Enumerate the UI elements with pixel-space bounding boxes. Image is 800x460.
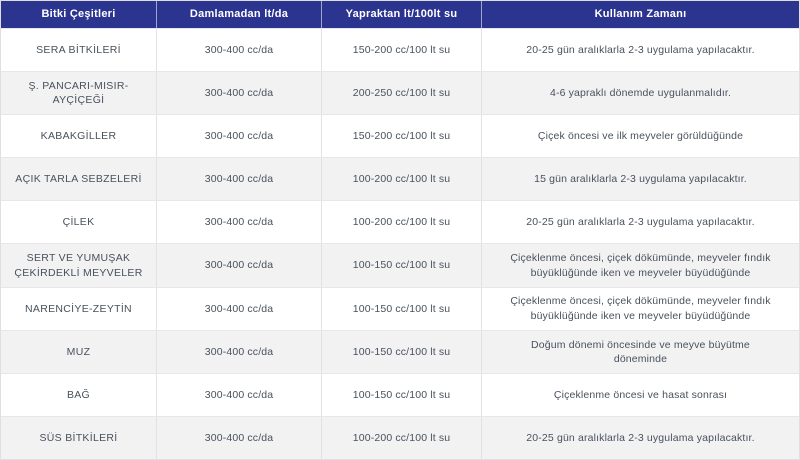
table-row-sugarbeet-corn-sunflower: Ş. PANCARI-MISIR- AYÇİÇEĞİ 300-400 cc/da… — [1, 71, 799, 115]
table-row-greenhouse-plants: SERA BİTKİLERİ 300-400 cc/da 150-200 cc/… — [1, 28, 799, 72]
plant-name: SÜS BİTKİLERİ — [1, 416, 157, 459]
plant-name: SERA BİTKİLERİ — [1, 29, 157, 72]
drip-rate-value: 300-400 cc/da — [157, 158, 322, 201]
column-header-drip-rate: Damlamadan lt/da — [157, 1, 322, 28]
plant-name: BAĞ — [1, 373, 157, 416]
foliar-rate-value: 200-250 cc/100 lt su — [322, 72, 482, 115]
foliar-rate-value: 100-150 cc/100 lt su — [322, 244, 482, 287]
drip-rate-value: 300-400 cc/da — [157, 330, 322, 373]
usage-time-value: 20-25 gün aralıklarla 2-3 uygulama yapıl… — [526, 43, 755, 56]
foliar-rate-value: 150-200 cc/100 lt su — [322, 29, 482, 72]
drip-rate-value: 300-400 cc/da — [157, 115, 322, 158]
table-row-vineyard: BAĞ 300-400 cc/da 100-150 cc/100 lt su Ç… — [1, 372, 799, 416]
foliar-rate-value: 100-150 cc/100 lt su — [322, 330, 482, 373]
table-row-open-field-vegetables: AÇIK TARLA SEBZELERİ 300-400 cc/da 100-2… — [1, 157, 799, 201]
usage-time-value: 20-25 gün aralıklarla 2-3 uygulama yapıl… — [526, 216, 755, 229]
drip-rate-value: 300-400 cc/da — [157, 201, 322, 244]
drip-rate-value: 300-400 cc/da — [157, 287, 322, 330]
drip-rate-value: 300-400 cc/da — [157, 373, 322, 416]
plant-name: SERT VE YUMUŞAK ÇEKİRDEKLİ MEYVELER — [1, 244, 157, 287]
foliar-rate-value: 100-200 cc/100 lt su — [322, 416, 482, 459]
foliar-rate-value: 150-200 cc/100 lt su — [322, 115, 482, 158]
usage-time-value: 15 gün aralıklarla 2-3 uygulama yapılaca… — [534, 173, 747, 186]
foliar-rate-value: 100-150 cc/100 lt su — [322, 373, 482, 416]
usage-time-value: Çiçeklenme öncesi ve hasat sonrası — [553, 388, 728, 401]
table-header-row: Bitki Çeşitleri Damlamadan lt/da Yaprakt… — [1, 1, 799, 28]
plant-name: NARENCİYE-ZEYTİN — [1, 287, 157, 330]
drip-rate-value: 300-400 cc/da — [157, 72, 322, 115]
table-row-strawberry: ÇİLEK 300-400 cc/da 100-200 cc/100 lt su… — [1, 200, 799, 244]
usage-time-value: 4-6 yapraklı dönemde uygulanmalıdır. — [549, 87, 732, 100]
table-row-citrus-olive: NARENCİYE-ZEYTİN 300-400 cc/da 100-150 c… — [1, 286, 799, 330]
plant-name: KABAKGİLLER — [1, 115, 157, 158]
plant-name: MUZ — [1, 330, 157, 373]
usage-time-value: Doğum dönemi öncesinde ve meyve büyütme … — [531, 338, 750, 365]
table-row-stone-pome-fruits: SERT VE YUMUŞAK ÇEKİRDEKLİ MEYVELER 300-… — [1, 243, 799, 287]
table-row-ornamental-plants: SÜS BİTKİLERİ 300-400 cc/da 100-200 cc/1… — [1, 415, 799, 459]
plant-name: Ş. PANCARI-MISIR- AYÇİÇEĞİ — [1, 72, 157, 115]
column-header-plant-types: Bitki Çeşitleri — [1, 1, 157, 28]
usage-time-value: Çiçeklenme öncesi, çiçek dökümünde, meyv… — [510, 252, 771, 279]
column-header-foliar-rate: Yapraktan lt/100lt su — [322, 1, 482, 28]
foliar-rate-value: 100-150 cc/100 lt su — [322, 287, 482, 330]
column-header-usage-time: Kullanım Zamanı — [594, 8, 687, 21]
drip-rate-value: 300-400 cc/da — [157, 244, 322, 287]
table-row-cucurbits: KABAKGİLLER 300-400 cc/da 150-200 cc/100… — [1, 114, 799, 158]
drip-rate-value: 300-400 cc/da — [157, 416, 322, 459]
table-row-banana: MUZ 300-400 cc/da 100-150 cc/100 lt su D… — [1, 329, 799, 373]
foliar-rate-value: 100-200 cc/100 lt su — [322, 158, 482, 201]
drip-rate-value: 300-400 cc/da — [157, 29, 322, 72]
plant-name: AÇIK TARLA SEBZELERİ — [1, 158, 157, 201]
usage-time-value: 20-25 gün aralıklarla 2-3 uygulama yapıl… — [526, 431, 755, 444]
usage-time-value: Çiçeklenme öncesi, çiçek dökümünde, meyv… — [510, 295, 771, 322]
usage-time-value: Çiçek öncesi ve ilk meyveler görüldüğünd… — [537, 130, 744, 143]
plant-name: ÇİLEK — [1, 201, 157, 244]
foliar-rate-value: 100-200 cc/100 lt su — [322, 201, 482, 244]
